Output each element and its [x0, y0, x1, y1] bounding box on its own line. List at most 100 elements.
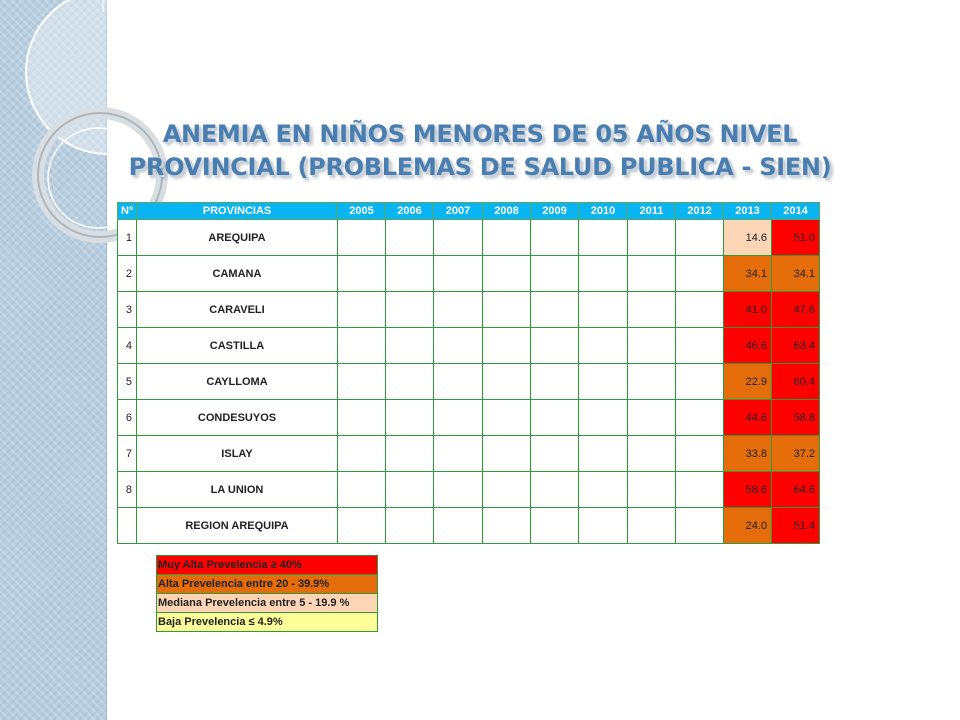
value-2013: 14.6: [723, 219, 772, 256]
header-2007: 2007: [433, 202, 483, 220]
table-row: 8 LA UNION 58.6 64.6: [117, 471, 820, 508]
row-number: 1: [117, 219, 137, 256]
header-2006: 2006: [385, 202, 434, 220]
value-2014: 37.2: [771, 435, 820, 472]
empty-year-cell: [433, 291, 483, 328]
empty-year-cell: [530, 327, 579, 364]
province-name: CAMANA: [136, 255, 338, 292]
empty-year-cell: [530, 507, 579, 544]
empty-year-cell: [675, 471, 724, 508]
header-2014: 2014: [771, 202, 820, 220]
empty-year-cell: [337, 219, 386, 256]
legend-item: Alta Prevelencia entre 20 - 39.9%: [156, 575, 378, 594]
province-name: AREQUIPA: [136, 219, 338, 256]
header-2010: 2010: [578, 202, 628, 220]
empty-year-cell: [482, 471, 531, 508]
empty-year-cell: [433, 327, 483, 364]
empty-year-cell: [675, 507, 724, 544]
province-name: CAYLLOMA: [136, 363, 338, 400]
empty-year-cell: [530, 471, 579, 508]
value-2013: 34.1: [723, 255, 772, 292]
empty-year-cell: [627, 291, 676, 328]
row-number: 8: [117, 471, 137, 508]
legend: Muy Alta Prevelencia ≥ 40% Alta Prevelenc…: [156, 555, 378, 632]
title-line-1: ANEMIA EN NIÑOS MENORES DE 05 AÑOS NIVEL: [162, 120, 798, 148]
empty-year-cell: [482, 399, 531, 436]
empty-year-cell: [675, 255, 724, 292]
table-row: 5 CAYLLOMA 22.9 60.4: [117, 363, 820, 400]
table-row: 6 CONDESUYOS 44.6 58.8: [117, 399, 820, 436]
header-2012: 2012: [675, 202, 724, 220]
empty-year-cell: [337, 327, 386, 364]
empty-year-cell: [482, 435, 531, 472]
empty-year-cell: [337, 291, 386, 328]
row-number: 6: [117, 399, 137, 436]
empty-year-cell: [385, 507, 434, 544]
row-number: 5: [117, 363, 137, 400]
legend-item: Muy Alta Prevelencia ≥ 40%: [156, 555, 378, 575]
empty-year-cell: [530, 255, 579, 292]
empty-year-cell: [482, 507, 531, 544]
province-name: REGION AREQUIPA: [136, 507, 338, 544]
empty-year-cell: [482, 327, 531, 364]
empty-year-cell: [337, 255, 386, 292]
empty-year-cell: [385, 255, 434, 292]
value-2014: 60.4: [771, 363, 820, 400]
header-2008: 2008: [482, 202, 531, 220]
empty-year-cell: [627, 435, 676, 472]
value-2013: 33.8: [723, 435, 772, 472]
page-title: ANEMIA EN NIÑOS MENORES DE 05 AÑOS NIVEL…: [100, 118, 860, 184]
empty-year-cell: [530, 435, 579, 472]
empty-year-cell: [482, 255, 531, 292]
empty-year-cell: [578, 327, 628, 364]
empty-year-cell: [385, 471, 434, 508]
empty-year-cell: [578, 291, 628, 328]
empty-year-cell: [433, 363, 483, 400]
empty-year-cell: [482, 219, 531, 256]
row-number: [117, 507, 137, 544]
row-number: 2: [117, 255, 137, 292]
empty-year-cell: [337, 471, 386, 508]
empty-year-cell: [482, 291, 531, 328]
value-2014: 51.0: [771, 219, 820, 256]
empty-year-cell: [578, 471, 628, 508]
row-number: 7: [117, 435, 137, 472]
empty-year-cell: [433, 399, 483, 436]
value-2013: 41.0: [723, 291, 772, 328]
value-2014: 63.4: [771, 327, 820, 364]
empty-year-cell: [385, 399, 434, 436]
empty-year-cell: [675, 399, 724, 436]
empty-year-cell: [337, 363, 386, 400]
header-2013: 2013: [723, 202, 772, 220]
value-2013: 46.6: [723, 327, 772, 364]
table-row: 7 ISLAY 33.8 37.2: [117, 435, 820, 472]
empty-year-cell: [530, 291, 579, 328]
value-2014: 51.4: [771, 507, 820, 544]
empty-year-cell: [433, 255, 483, 292]
empty-year-cell: [578, 255, 628, 292]
table-body: 1 AREQUIPA 14.6 51.0 2 CAMANA 34.1 34.1 3 CARAVEL…: [117, 219, 820, 544]
empty-year-cell: [433, 471, 483, 508]
header-2009: 2009: [530, 202, 579, 220]
title-line-2: PROVINCIAL (PROBLEMAS DE SALUD PUBLICA -…: [128, 153, 832, 181]
empty-year-cell: [337, 435, 386, 472]
province-name: CARAVELI: [136, 291, 338, 328]
empty-year-cell: [433, 219, 483, 256]
empty-year-cell: [627, 471, 676, 508]
province-name: LA UNION: [136, 471, 338, 508]
value-2014: 64.6: [771, 471, 820, 508]
empty-year-cell: [385, 363, 434, 400]
empty-year-cell: [675, 363, 724, 400]
table-header-row: Nº PROVINCIAS 2005 2006 2007 2008 2009 2…: [117, 202, 820, 220]
row-number: 3: [117, 291, 137, 328]
empty-year-cell: [675, 219, 724, 256]
table-row: REGION AREQUIPA 24.0 51.4: [117, 507, 820, 544]
province-name: CASTILLA: [136, 327, 338, 364]
empty-year-cell: [627, 255, 676, 292]
empty-year-cell: [385, 291, 434, 328]
empty-year-cell: [578, 507, 628, 544]
row-number: 4: [117, 327, 137, 364]
header-num: Nº: [117, 202, 137, 220]
empty-year-cell: [627, 507, 676, 544]
empty-year-cell: [578, 363, 628, 400]
